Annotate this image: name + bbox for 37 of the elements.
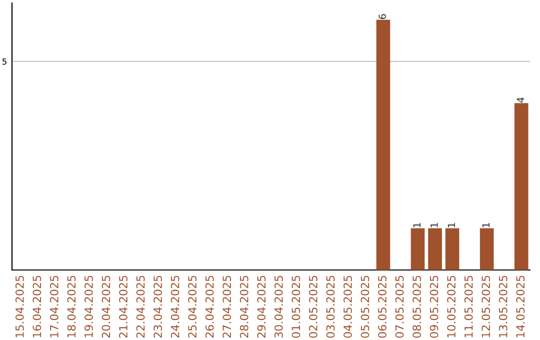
- x-tick-label: 12.05.2025: [482, 276, 490, 338]
- x-tick-label: 20.04.2025: [102, 276, 110, 338]
- y-tick-label: 5: [2, 58, 6, 65]
- x-tick-label: 13.05.2025: [498, 276, 508, 338]
- x-tick-label: 29.04.2025: [257, 276, 266, 338]
- x-tick-label: 10.05.2025: [447, 276, 456, 338]
- data-label: 1: [448, 222, 455, 228]
- x-tick-label: 23.04.2025: [154, 276, 162, 338]
- data-label: 1: [413, 222, 420, 228]
- x-tick-label: 16.04.2025: [32, 276, 42, 338]
- x-tick-label: 22.04.2025: [136, 276, 145, 338]
- x-tick-label: 26.04.2025: [205, 276, 214, 338]
- x-tick-label: 30.04.2025: [274, 276, 283, 338]
- x-tick-label: 07.05.2025: [395, 276, 404, 338]
- x-tick-label: 06.05.2025: [378, 276, 386, 338]
- data-label: 4: [516, 97, 524, 103]
- x-tick-label: 05.05.2025: [360, 276, 370, 338]
- x-tick-label: 15.04.2025: [15, 276, 24, 338]
- x-tick-label: 24.04.2025: [170, 276, 180, 338]
- data-label: 6: [378, 14, 386, 20]
- x-tick-label: 04.05.2025: [344, 276, 352, 338]
- x-tick-label: 03.05.2025: [326, 276, 335, 338]
- x-tick-label: 02.05.2025: [308, 276, 318, 338]
- x-tick-label: 25.04.2025: [188, 276, 197, 338]
- x-tick-label: 27.04.2025: [222, 276, 232, 338]
- x-tick-label: 09.05.2025: [430, 276, 438, 338]
- x-tick-label: 14.05.2025: [516, 276, 525, 338]
- x-tick-label: 11.05.2025: [464, 276, 473, 338]
- x-tick-label: 19.04.2025: [84, 276, 93, 338]
- x-tick-label: 17.04.2025: [50, 276, 58, 338]
- x-tick-label: 28.04.2025: [240, 276, 248, 338]
- x-tick-label: 21.04.2025: [119, 276, 128, 338]
- data-label: 1: [482, 222, 490, 228]
- data-label: 1: [430, 222, 438, 228]
- x-tick-label: 08.05.2025: [412, 276, 421, 338]
- x-tick-label: 01.05.2025: [292, 276, 300, 338]
- x-tick-label: 18.04.2025: [67, 276, 76, 338]
